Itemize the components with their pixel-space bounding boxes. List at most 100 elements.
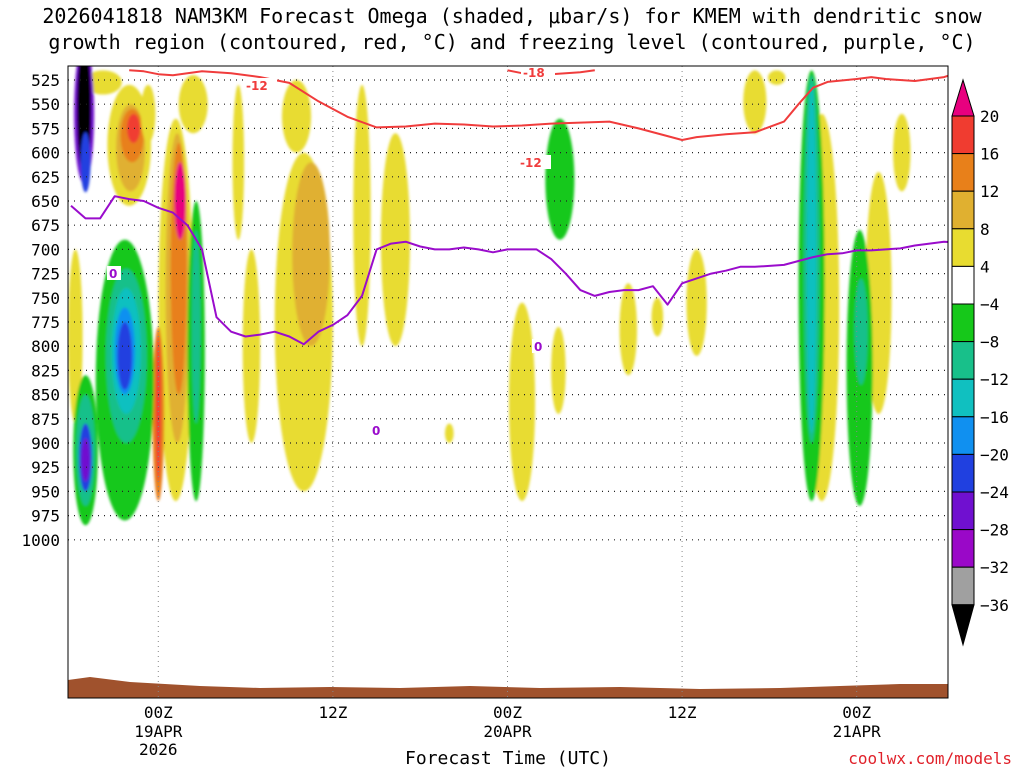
contour-label-zero-b: 0 [372, 424, 380, 438]
shade-red-upper-core [127, 113, 141, 143]
colorbar-swatch-6 [951, 303, 975, 343]
y-tick-label-625: 625 [31, 168, 60, 187]
shade-yellow-far-right-upper [893, 113, 911, 192]
colorbar-label-10: −24 [980, 483, 1009, 502]
shade-yellow-upper-right-col [743, 70, 767, 134]
y-tick-label-950: 950 [31, 482, 60, 501]
shade-yellow-mid-column [380, 133, 411, 347]
x-year-label: 2026 [139, 740, 178, 759]
colorbar-label-8: −16 [980, 408, 1009, 427]
y-tick-label-850: 850 [31, 386, 60, 405]
colorbar-label-0: 20 [980, 107, 999, 126]
colorbar-swatch-1 [951, 115, 975, 155]
shade-blue-streak [80, 132, 91, 193]
grid [68, 66, 948, 698]
shade-gold-broad-column [292, 162, 330, 347]
colorbar-bottom-arrow [951, 604, 975, 647]
x-tick-label-2: 00Z [493, 703, 522, 722]
contour-label-minus12-a: -12 [246, 79, 268, 93]
colorbar-label-13: −36 [980, 596, 1009, 615]
colorbar-label-7: −12 [980, 370, 1009, 389]
shade-green-40 [117, 322, 133, 390]
y-tick-label-725: 725 [31, 265, 60, 284]
credit-text: coolwx.com/models [848, 749, 1012, 768]
shade-yellow-small-dot [444, 423, 454, 443]
colorbar-swatch-12 [951, 529, 975, 568]
y-tick-label-800: 800 [31, 337, 60, 356]
x-date-label-0: 19APR [134, 722, 183, 741]
y-tick-label-700: 700 [31, 240, 60, 259]
x-date-label-4: 21APR [833, 722, 882, 741]
colorbar-label-4: 4 [980, 257, 990, 276]
y-tick-label-875: 875 [31, 410, 60, 429]
y-tick-label-550: 550 [31, 95, 60, 114]
contour-0 [70, 195, 948, 346]
contour-label-zero-c: 0 [534, 340, 542, 354]
y-axis: 525 550 575 600 625 650 675 700 725 750 775 800 825 8… [21, 71, 60, 550]
y-tick-label-675: 675 [31, 216, 60, 235]
x-axis-title: Forecast Time (UTC) [405, 748, 611, 768]
colorbar-label-2: 12 [980, 182, 999, 201]
colorbar: 20 16 12 8 4 −4 −8 −12 −16 −20 −24 −28 −32 −36 [951, 78, 1009, 647]
y-tick-label-775: 775 [31, 313, 60, 332]
shade-green-42 [191, 230, 201, 424]
y-tick-label-600: 600 [31, 144, 60, 163]
y-tick-label-525: 525 [31, 71, 60, 90]
shade-yellow-right-3 [686, 249, 707, 356]
y-tick-label-750: 750 [31, 289, 60, 308]
shade-yellow-upper-spike [281, 80, 312, 153]
colorbar-label-5: −4 [980, 295, 999, 314]
y-tick-label-1000: 1000 [21, 531, 60, 550]
shade-yellow-top-right [767, 70, 786, 85]
shade-yellow-top-mid [178, 75, 208, 134]
y-tick-label-650: 650 [31, 192, 60, 211]
colorbar-swatch-2 [951, 153, 975, 192]
contour-label-minus12-b: -12 [520, 156, 542, 170]
shade-yellow-left-edge [68, 249, 83, 424]
colorbar-swatch-5 [951, 265, 975, 305]
shade-yellow-narrow-spike [232, 84, 245, 240]
y-tick-label-575: 575 [31, 119, 60, 138]
colorbar-label-1: 16 [980, 145, 999, 164]
colorbar-swatch-9 [951, 416, 975, 455]
shade-yellow-lower-mid [242, 249, 261, 443]
shade-yellow-center-column [508, 302, 536, 502]
x-tick-label-4: 00Z [842, 703, 871, 722]
shade-green-35 [81, 438, 90, 482]
x-tick-label-0: 00Z [144, 703, 173, 722]
shade-yellow-top-left [84, 70, 122, 95]
shade-red-lower-thin [155, 336, 161, 482]
x-date-label-2: 20APR [483, 722, 532, 741]
contour-label-zero-a: 0 [109, 267, 117, 281]
terrain-strip [68, 677, 948, 698]
colorbar-swatch-11 [951, 491, 975, 531]
shade-yellow-right-2 [651, 297, 664, 337]
x-tick-label-3: 12Z [668, 703, 697, 722]
colorbar-swatch-13 [951, 566, 975, 606]
colorbar-swatch-8 [951, 378, 975, 418]
colorbar-label-6: −8 [980, 333, 999, 352]
colorbar-top-arrow [951, 78, 975, 117]
contour-1 [129, 69, 948, 141]
chart-title-line-2: growth region (contoured, red, °C) and f… [48, 30, 976, 54]
contour-label-minus18: -18 [523, 66, 545, 80]
shade-yellow-center-right [551, 326, 566, 414]
omega-shading [68, 66, 911, 526]
chart-title-line-1: 2026041818 NAM3KM Forecast Omega (shaded… [42, 4, 982, 28]
y-tick-label-825: 825 [31, 361, 60, 380]
shade-green-46 [806, 84, 817, 434]
colorbar-label-11: −28 [980, 521, 1009, 540]
x-tick-label-1: 12Z [318, 703, 347, 722]
colorbar-label-12: −32 [980, 558, 1009, 577]
colorbar-swatch-7 [951, 341, 975, 380]
shade-green-43 [545, 118, 575, 240]
y-tick-label-975: 975 [31, 507, 60, 526]
colorbar-label-3: 8 [980, 220, 990, 239]
plot-frame [67, 65, 949, 699]
contour-labels: -12 -12 -18 0 0 0 [107, 66, 555, 438]
y-tick-label-900: 900 [31, 434, 60, 453]
shade-yellow-upper-right [140, 84, 156, 143]
shade-green-48 [854, 278, 868, 385]
